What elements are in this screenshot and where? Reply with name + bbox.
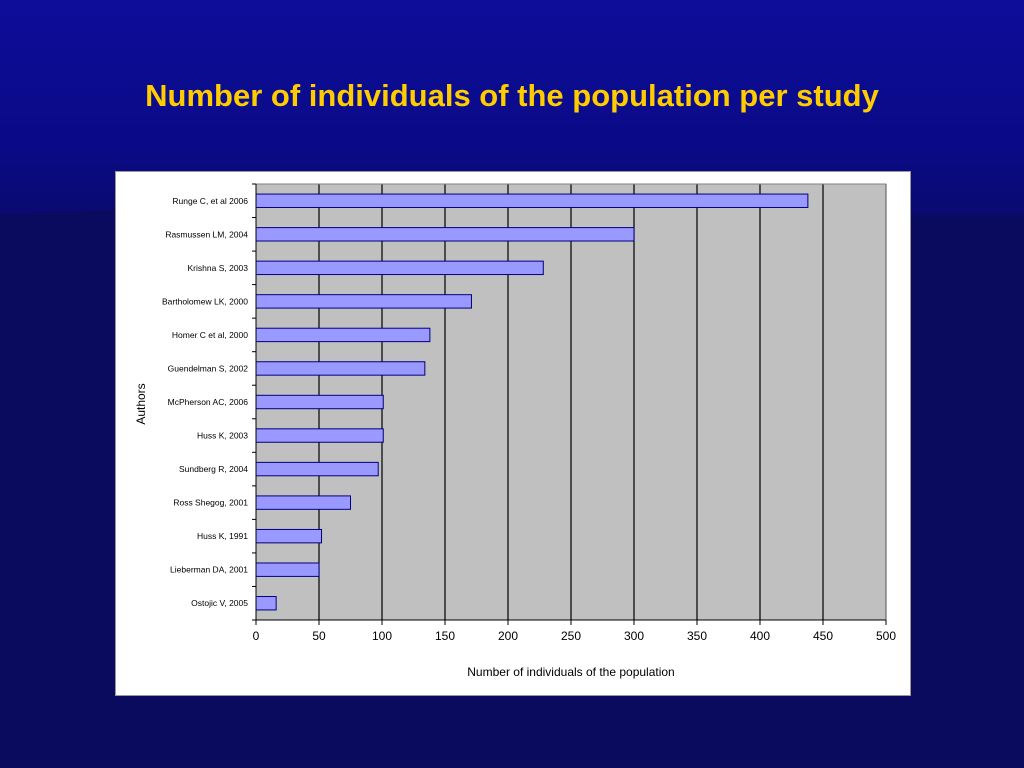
bar [255,361,426,376]
x-tick-label: 350 [687,629,707,643]
category-label: Guendelman S, 2002 [168,363,249,373]
x-tick-label: 450 [813,629,833,643]
bar [255,528,323,544]
bars [255,193,809,611]
category-label: Ross Shegog, 2001 [173,498,248,508]
x-axis: 0 50 100 150 200 250 300 350 400 450 500 [253,619,896,643]
x-axis-title: Number of individuals of the population [467,665,674,679]
x-tick-label: 100 [372,629,392,643]
x-tick-label: 150 [435,629,455,643]
bar [255,227,635,242]
category-label: Bartholomew LK, 2000 [162,296,248,306]
gridlines [255,183,887,621]
category-label: Lieberman DA, 2001 [170,565,248,575]
y-axis-title: Authors [134,383,148,424]
x-tick-label: 50 [312,629,326,643]
x-tick-label: 200 [498,629,518,643]
chart-container: Runge C, et al 2006 Rasmussen LM, 2004 Kri… [115,171,911,696]
bar [255,562,320,577]
bar [255,327,431,343]
category-label: Runge C, et al 2006 [172,196,248,206]
category-label: Sundberg R, 2004 [179,464,248,474]
x-tick-label: 500 [876,629,896,643]
category-label: Ostojic V, 2005 [191,598,248,608]
bar-chart: Runge C, et al 2006 Rasmussen LM, 2004 Kri… [134,183,896,679]
x-tick-label: 250 [561,629,581,643]
category-label: Huss K, 2003 [197,431,248,441]
x-tick-label: 0 [253,629,260,643]
y-axis: Runge C, et al 2006 Rasmussen LM, 2004 Kri… [162,183,257,621]
bar [255,394,384,410]
x-tick-label: 300 [624,629,644,643]
bar [255,294,472,309]
bar [255,461,379,477]
slide-title: Number of individuals of the population … [145,78,879,113]
category-label: Huss K, 1991 [197,531,248,541]
bar [255,260,544,276]
x-tick-label: 400 [750,629,770,643]
category-label: Krishna S, 2003 [188,263,249,273]
bar [255,495,351,510]
bar [255,428,384,443]
bar [255,596,277,611]
category-label: Homer C et al, 2000 [172,330,248,340]
category-label: McPherson AC, 2006 [168,397,249,407]
category-label: Rasmussen LM, 2004 [165,229,248,239]
bar [255,193,809,208]
